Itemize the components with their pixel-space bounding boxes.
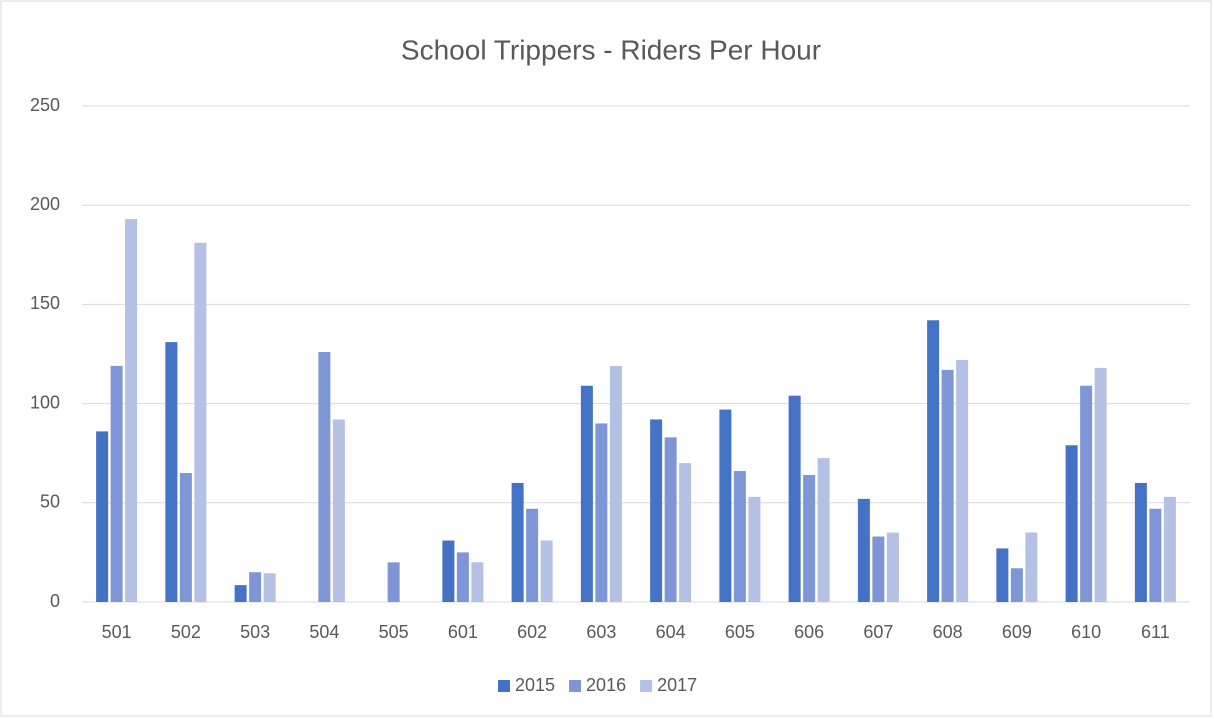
y-tick-label: 200	[30, 194, 60, 214]
legend-swatch	[640, 680, 653, 692]
bar	[125, 219, 138, 602]
bar	[526, 508, 539, 602]
bar	[263, 573, 276, 602]
bar	[748, 496, 761, 602]
bar	[110, 365, 123, 602]
chart-title: School Trippers - Riders Per Hour	[401, 34, 821, 65]
y-tick-label: 0	[50, 591, 60, 611]
bar	[719, 409, 732, 602]
bar	[733, 471, 746, 602]
bar	[650, 419, 663, 602]
bar	[249, 572, 262, 602]
x-tick-label: 611	[1141, 622, 1170, 642]
bar	[1149, 508, 1162, 602]
bar	[318, 352, 331, 602]
x-tick-label: 607	[863, 622, 893, 642]
bar	[1080, 385, 1093, 602]
bar	[1065, 445, 1078, 602]
bar	[956, 359, 969, 602]
x-tick-label: 602	[517, 622, 547, 642]
x-tick-label: 505	[379, 622, 409, 642]
x-tick-label: 502	[171, 622, 201, 642]
bar	[679, 463, 692, 602]
x-tick-label: 605	[725, 622, 755, 642]
bar	[179, 473, 192, 602]
bar	[234, 585, 247, 602]
y-tick-label: 50	[40, 492, 60, 512]
bar	[194, 242, 207, 602]
legend-swatch	[569, 680, 582, 692]
bar	[941, 369, 954, 602]
bar	[471, 562, 484, 602]
bar	[1163, 496, 1176, 602]
x-tick-label: 503	[240, 622, 270, 642]
bar	[664, 437, 677, 602]
bar	[803, 475, 816, 602]
bar	[511, 482, 524, 602]
x-tick-label: 610	[1071, 622, 1101, 642]
bar	[456, 552, 469, 602]
bar	[609, 365, 622, 602]
y-tick-label: 250	[30, 95, 60, 115]
bar	[1010, 568, 1023, 602]
y-tick-label: 150	[30, 293, 60, 313]
x-tick-label: 603	[586, 622, 616, 642]
legend-label: 2017	[657, 675, 697, 695]
bar	[442, 540, 455, 602]
bar	[996, 548, 1009, 602]
x-tick-label: 504	[309, 622, 339, 642]
x-tick-label: 609	[1002, 622, 1032, 642]
x-tick-label: 606	[794, 622, 824, 642]
x-tick-label: 604	[656, 622, 686, 642]
bar	[857, 498, 870, 602]
y-tick-label: 100	[30, 392, 60, 412]
bar	[927, 320, 940, 602]
bar	[387, 562, 400, 602]
x-tick-label: 601	[448, 622, 478, 642]
bar	[332, 419, 345, 602]
bar	[872, 536, 885, 602]
x-tick-label: 608	[933, 622, 963, 642]
bar	[165, 342, 178, 602]
bar	[96, 431, 109, 602]
bar	[886, 532, 899, 602]
bar	[817, 458, 830, 602]
x-tick-label: 501	[102, 622, 132, 642]
bar	[580, 385, 593, 602]
bar	[1094, 367, 1107, 602]
legend-label: 2015	[515, 675, 555, 695]
bar	[788, 395, 801, 602]
legend-label: 2016	[586, 675, 626, 695]
bar	[1025, 532, 1038, 602]
legend-swatch	[498, 680, 510, 692]
bar	[540, 540, 553, 602]
bar	[1134, 482, 1147, 602]
bar	[595, 423, 608, 602]
